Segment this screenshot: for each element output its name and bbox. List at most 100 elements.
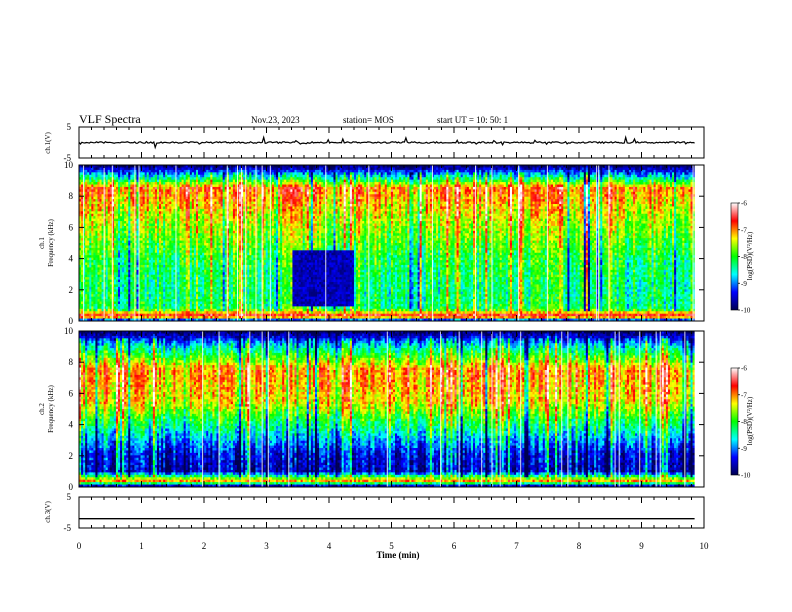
spectrogram-cell bbox=[171, 186, 174, 190]
spectrogram-cell bbox=[177, 294, 180, 297]
spectrogram-cell bbox=[200, 303, 203, 307]
spectrogram-cell bbox=[134, 294, 137, 297]
spectrogram-cell bbox=[179, 235, 182, 239]
spectrogram-cell bbox=[212, 277, 215, 280]
spectrogram-cell bbox=[126, 284, 129, 288]
spectrogram-cell bbox=[99, 257, 102, 261]
spectrogram-cell bbox=[117, 216, 121, 219]
spectrogram-cell bbox=[99, 189, 102, 193]
spectrogram-cell bbox=[101, 235, 104, 239]
spectrogram-cell bbox=[173, 264, 176, 268]
spectrogram-cell bbox=[232, 257, 236, 261]
spectrogram-cell bbox=[140, 186, 143, 190]
spectrogram-cell bbox=[208, 182, 211, 185]
spectrogram-cell bbox=[150, 225, 154, 229]
spectrogram-cell bbox=[95, 267, 98, 271]
spectrogram-cell bbox=[216, 313, 219, 317]
spectrogram-cell bbox=[152, 313, 156, 317]
spectrogram-cell bbox=[193, 308, 197, 312]
spectrogram-cell bbox=[220, 311, 223, 315]
spectrogram-cell bbox=[218, 189, 221, 193]
spectrogram-cell bbox=[222, 169, 226, 173]
spectrogram-cell bbox=[214, 269, 217, 273]
spectrogram-cell bbox=[171, 191, 174, 195]
spectrogram-cell bbox=[81, 279, 84, 283]
spectrogram-cell bbox=[105, 174, 109, 178]
spectrogram-cell bbox=[230, 189, 234, 193]
spectrogram-cell bbox=[93, 230, 96, 234]
spectrogram-cell bbox=[191, 311, 195, 315]
spectrogram-cell bbox=[103, 186, 107, 190]
spectrogram-cell bbox=[208, 247, 211, 251]
spectrogram-cell bbox=[161, 301, 164, 305]
spectrogram-cell bbox=[87, 260, 90, 263]
spectrogram-cell bbox=[95, 211, 98, 215]
spectrogram-cell bbox=[101, 174, 104, 178]
spectrogram-cell bbox=[159, 184, 162, 188]
spectrogram-cell bbox=[230, 299, 234, 302]
spectrogram-cell bbox=[132, 313, 135, 317]
spectrogram-cell bbox=[107, 204, 111, 207]
spectrogram-cell bbox=[226, 177, 230, 180]
spectrogram-cell bbox=[220, 213, 223, 217]
spectrogram-cell bbox=[89, 303, 92, 307]
spectrogram-cell bbox=[140, 238, 143, 241]
spectrogram-cell bbox=[171, 225, 174, 229]
spectrogram-cell bbox=[214, 206, 217, 210]
spectrogram-cell bbox=[113, 245, 117, 249]
spectrogram-cell bbox=[107, 301, 111, 305]
spectrogram-cell bbox=[156, 206, 160, 210]
spectrogram-cell bbox=[97, 230, 100, 234]
spectrogram-cell bbox=[128, 196, 131, 200]
spectrogram-cell bbox=[87, 272, 90, 276]
spectrogram-cell bbox=[198, 218, 201, 222]
spectrogram-cell bbox=[113, 196, 117, 200]
spectrogram-cell bbox=[165, 172, 168, 176]
spectrogram-cell bbox=[120, 255, 123, 258]
spectrogram-cell bbox=[117, 165, 121, 168]
spectrogram-cell bbox=[200, 264, 203, 268]
spectrogram-cell bbox=[228, 230, 232, 234]
spectrogram-cell bbox=[83, 269, 86, 273]
spectrogram-cell bbox=[228, 211, 232, 215]
spectrogram-cell bbox=[154, 233, 158, 237]
spectrogram-cell bbox=[97, 228, 100, 232]
spectrogram-cell bbox=[128, 277, 131, 280]
spectrogram-cell bbox=[167, 286, 170, 290]
spectrogram-cell bbox=[117, 208, 121, 212]
spectrogram-cell bbox=[232, 279, 236, 283]
spectrogram-cell bbox=[79, 218, 82, 222]
spectrogram-cell bbox=[212, 194, 215, 198]
spectrogram-cell bbox=[193, 255, 197, 258]
spectrogram-cell bbox=[218, 177, 221, 180]
spectrogram-cell bbox=[89, 282, 92, 285]
spectrogram-cell bbox=[165, 213, 168, 217]
spectrogram-cell bbox=[165, 191, 168, 195]
spectrogram-cell bbox=[91, 201, 94, 205]
spectrogram-cell bbox=[117, 243, 121, 246]
spectrogram-cell bbox=[120, 289, 123, 293]
spectrogram-cell bbox=[167, 169, 170, 173]
spectrogram-cell bbox=[175, 238, 178, 241]
spectrogram-cell bbox=[134, 218, 137, 222]
spectrogram-cell bbox=[99, 213, 102, 217]
spectrogram-cell bbox=[183, 272, 187, 276]
spectrogram-cell bbox=[111, 196, 115, 200]
spectrogram-cell bbox=[189, 289, 193, 293]
spectrogram-cell bbox=[181, 279, 184, 283]
spectrogram-cell bbox=[79, 296, 82, 300]
spectrogram-cell bbox=[216, 174, 219, 178]
spectrogram-cell bbox=[185, 206, 189, 210]
spectrogram-cell bbox=[109, 286, 113, 290]
spectrogram-cell bbox=[97, 260, 100, 263]
spectrogram-cell bbox=[189, 204, 193, 207]
spectrogram-cell bbox=[169, 177, 172, 180]
spectrogram-cell bbox=[187, 201, 191, 205]
spectrogram-cell bbox=[93, 213, 96, 217]
spectrogram-cell bbox=[93, 306, 96, 310]
spectrogram-cell bbox=[177, 260, 180, 263]
spectrogram-cell bbox=[101, 225, 104, 229]
spectrogram-cell bbox=[224, 218, 228, 222]
spectrogram-cell bbox=[193, 311, 197, 315]
spectrogram-cell bbox=[206, 303, 209, 307]
